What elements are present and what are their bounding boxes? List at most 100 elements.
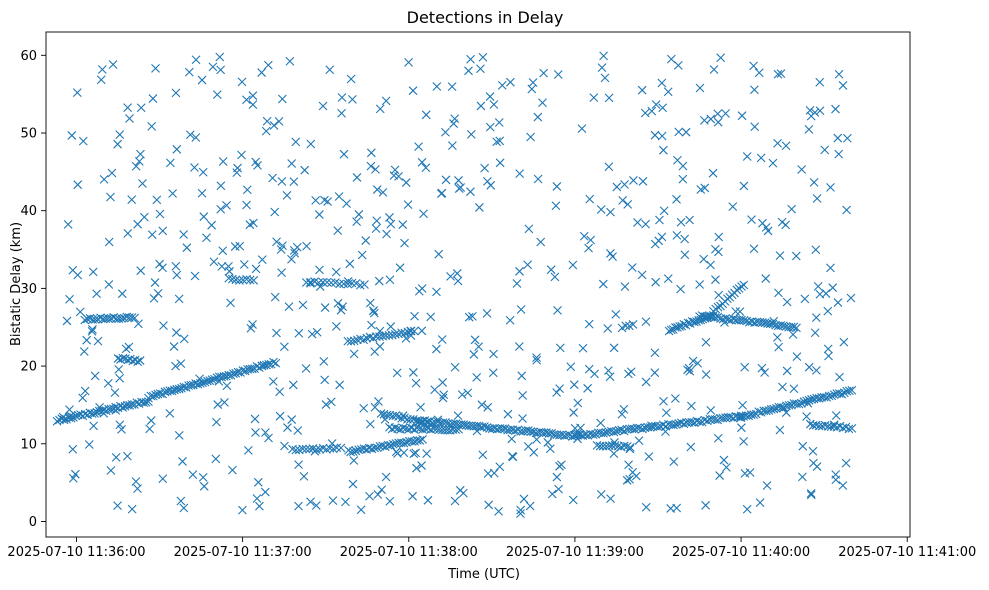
data-point: [404, 57, 413, 67]
data-point: [147, 230, 157, 239]
data-point: [320, 303, 330, 312]
data-point: [819, 392, 829, 402]
data-point: [144, 397, 153, 407]
data-point: [182, 243, 192, 253]
data-point: [412, 435, 422, 445]
data-point: [190, 271, 200, 281]
data-point: [155, 389, 165, 398]
data-point: [381, 472, 391, 482]
data-point: [463, 388, 473, 398]
data-point: [262, 116, 272, 126]
data-point: [736, 413, 746, 422]
y-axis-label: Bistatic Delay (km): [9, 222, 24, 346]
data-point: [546, 265, 556, 275]
data-point: [374, 276, 384, 286]
data-point: [740, 469, 750, 478]
data-point: [612, 426, 621, 436]
data-point: [438, 393, 448, 403]
data-point: [764, 406, 774, 415]
data-point: [472, 372, 482, 382]
data-point: [441, 418, 450, 427]
data-point: [792, 352, 802, 362]
data-point: [108, 60, 118, 69]
data-point: [673, 155, 682, 165]
data-point: [485, 122, 495, 132]
data-point: [270, 292, 280, 302]
data-point: [184, 67, 194, 77]
data-point: [794, 399, 804, 409]
data-point: [787, 400, 796, 410]
data-point: [237, 150, 246, 160]
data-point: [716, 53, 726, 63]
data-point: [176, 359, 186, 369]
data-point: [478, 52, 488, 62]
data-point: [250, 414, 260, 424]
data-point: [416, 402, 425, 412]
data-point: [212, 90, 222, 99]
data-point: [322, 445, 331, 454]
data-point: [209, 257, 219, 267]
data-point: [242, 95, 251, 105]
data-point: [336, 443, 346, 453]
data-point: [728, 202, 738, 212]
data-point: [314, 278, 324, 288]
axes: 2025-07-10 11:36:00 2025-07-10 11:37:00 20…: [7, 49, 976, 560]
data-point: [72, 88, 82, 98]
data-point: [625, 474, 634, 484]
data-point: [315, 265, 324, 275]
data-point: [769, 404, 779, 414]
data-point: [380, 442, 390, 452]
data-point: [349, 456, 359, 465]
data-point: [802, 396, 811, 406]
data-point: [590, 369, 599, 379]
data-point: [782, 366, 792, 376]
data-point: [352, 173, 362, 182]
data-point: [282, 191, 292, 200]
data-point: [569, 408, 578, 417]
data-point: [659, 206, 669, 216]
data-point: [408, 86, 418, 96]
data-point: [388, 439, 398, 449]
x-tick-label: 2025-07-10 11:40:00: [672, 545, 810, 560]
data-point: [293, 426, 303, 435]
data-point: [749, 85, 759, 95]
data-point: [584, 319, 594, 329]
data-point: [191, 133, 201, 142]
data-point: [638, 176, 648, 186]
data-point: [679, 419, 689, 429]
data-point: [337, 93, 347, 102]
data-point: [277, 94, 287, 104]
data-point: [685, 215, 694, 225]
data-point: [479, 422, 489, 431]
data-point: [148, 94, 158, 103]
data-point: [820, 420, 830, 430]
data-point: [658, 103, 668, 113]
data-point: [171, 261, 181, 271]
data-point: [606, 207, 615, 217]
data-point: [361, 236, 371, 245]
data-point: [516, 509, 525, 518]
data-point: [538, 98, 547, 108]
data-point: [59, 415, 69, 425]
data-point: [765, 319, 775, 329]
data-point: [294, 501, 303, 511]
data-point: [284, 302, 294, 312]
data-point: [612, 182, 622, 192]
data-point: [518, 414, 527, 423]
data-point: [228, 465, 237, 475]
data-point: [386, 219, 396, 229]
data-point: [438, 378, 447, 387]
data-point: [676, 217, 686, 227]
data-point: [111, 453, 121, 462]
data-point: [749, 61, 758, 71]
data-point: [199, 481, 209, 491]
data-point: [386, 440, 396, 450]
data-point: [280, 441, 289, 451]
data-point: [641, 317, 651, 326]
data-point: [172, 270, 182, 280]
data-point: [739, 437, 749, 446]
data-point: [195, 379, 205, 388]
data-point: [476, 101, 486, 111]
data-point: [155, 209, 165, 219]
